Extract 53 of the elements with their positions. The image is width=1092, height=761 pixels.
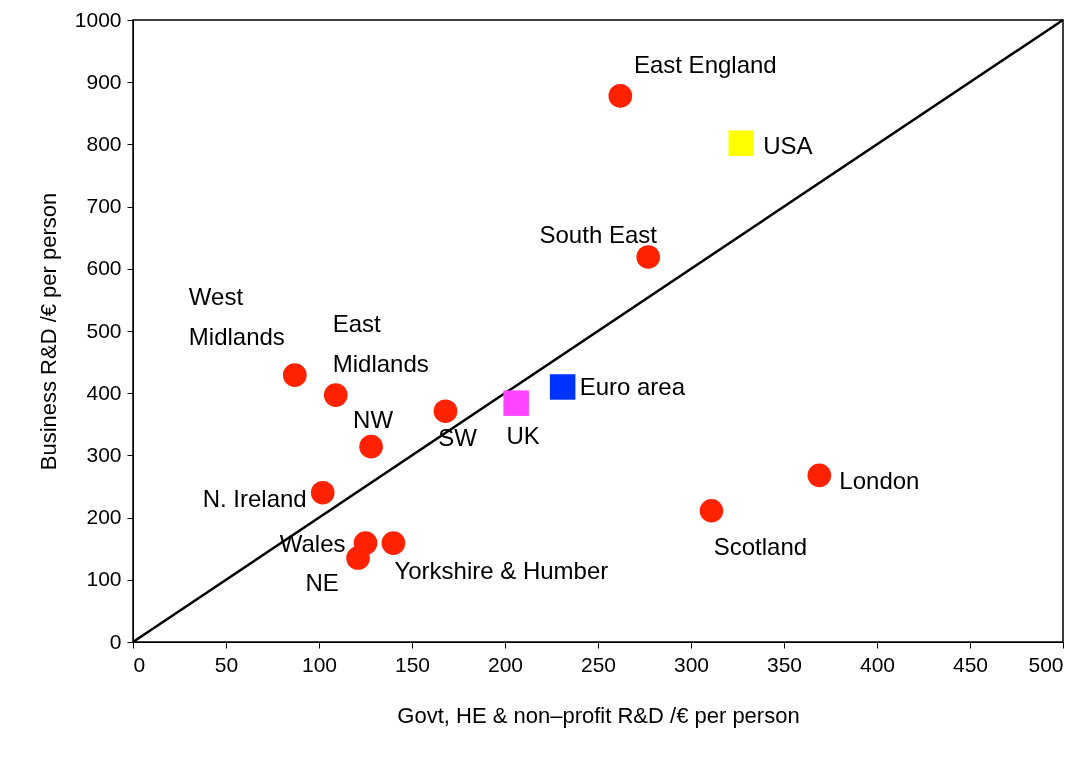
- y-tick-label: 700: [86, 194, 122, 218]
- series-label: UK: [506, 422, 540, 450]
- y-tick-label: 0: [109, 629, 122, 653]
- series-label: Euro area: [579, 372, 686, 400]
- point: [636, 245, 661, 269]
- point: [549, 374, 576, 400]
- point: [323, 383, 348, 407]
- x-tick-label: 50: [214, 652, 239, 676]
- y-tick-label: 800: [86, 131, 122, 155]
- point: [503, 390, 529, 416]
- x-tick-label: 400: [859, 652, 896, 676]
- y-tick-label: 400: [86, 380, 122, 404]
- point: [282, 363, 307, 387]
- point: [608, 84, 633, 108]
- x-tick-label: 150: [394, 652, 431, 676]
- annotation: Wales: [279, 530, 346, 558]
- point: [310, 480, 335, 505]
- y-tick-label: 900: [86, 69, 122, 93]
- y-tick-label: 1000: [74, 7, 122, 31]
- point: [359, 434, 383, 459]
- x-tick-label: 300: [673, 652, 710, 676]
- y-tick-label: 300: [86, 442, 122, 466]
- point: [807, 463, 832, 488]
- annotation: East Midlands: [332, 310, 429, 378]
- annotation: East England: [633, 50, 777, 78]
- annotation: NW: [353, 405, 394, 433]
- x-axis-title: Govt, HE & non–profit R&D /€ per person: [397, 702, 800, 728]
- y-tick-label: 600: [86, 256, 122, 280]
- annotation: NE: [305, 569, 339, 597]
- y-tick-label: 200: [86, 505, 122, 529]
- x-tick-label: 0: [133, 652, 146, 676]
- x-tick-label: 350: [766, 652, 803, 676]
- y-tick-label: 500: [86, 318, 122, 342]
- x-tick-label: 500: [1028, 652, 1064, 676]
- x-tick-label: 450: [952, 652, 989, 676]
- point: [699, 498, 724, 523]
- x-tick-label: 250: [580, 652, 617, 676]
- annotation: West Midlands: [188, 283, 285, 351]
- annotation: N. Ireland: [202, 484, 307, 512]
- point: [381, 531, 406, 555]
- annotation: SW: [438, 424, 478, 452]
- series-label: USA: [763, 132, 813, 160]
- annotation: Scotland: [713, 532, 808, 560]
- annotation: South East: [539, 220, 658, 248]
- annotation: London: [839, 467, 920, 495]
- y-axis-title: Business R&D /€ per person: [35, 192, 61, 471]
- x-tick-label: 200: [487, 652, 524, 676]
- point: [728, 130, 754, 156]
- point: [346, 546, 370, 570]
- annotation: Yorkshire & Humber: [394, 557, 609, 585]
- point: [433, 399, 458, 424]
- x-tick-label: 100: [301, 652, 338, 676]
- y-tick-label: 100: [86, 567, 122, 591]
